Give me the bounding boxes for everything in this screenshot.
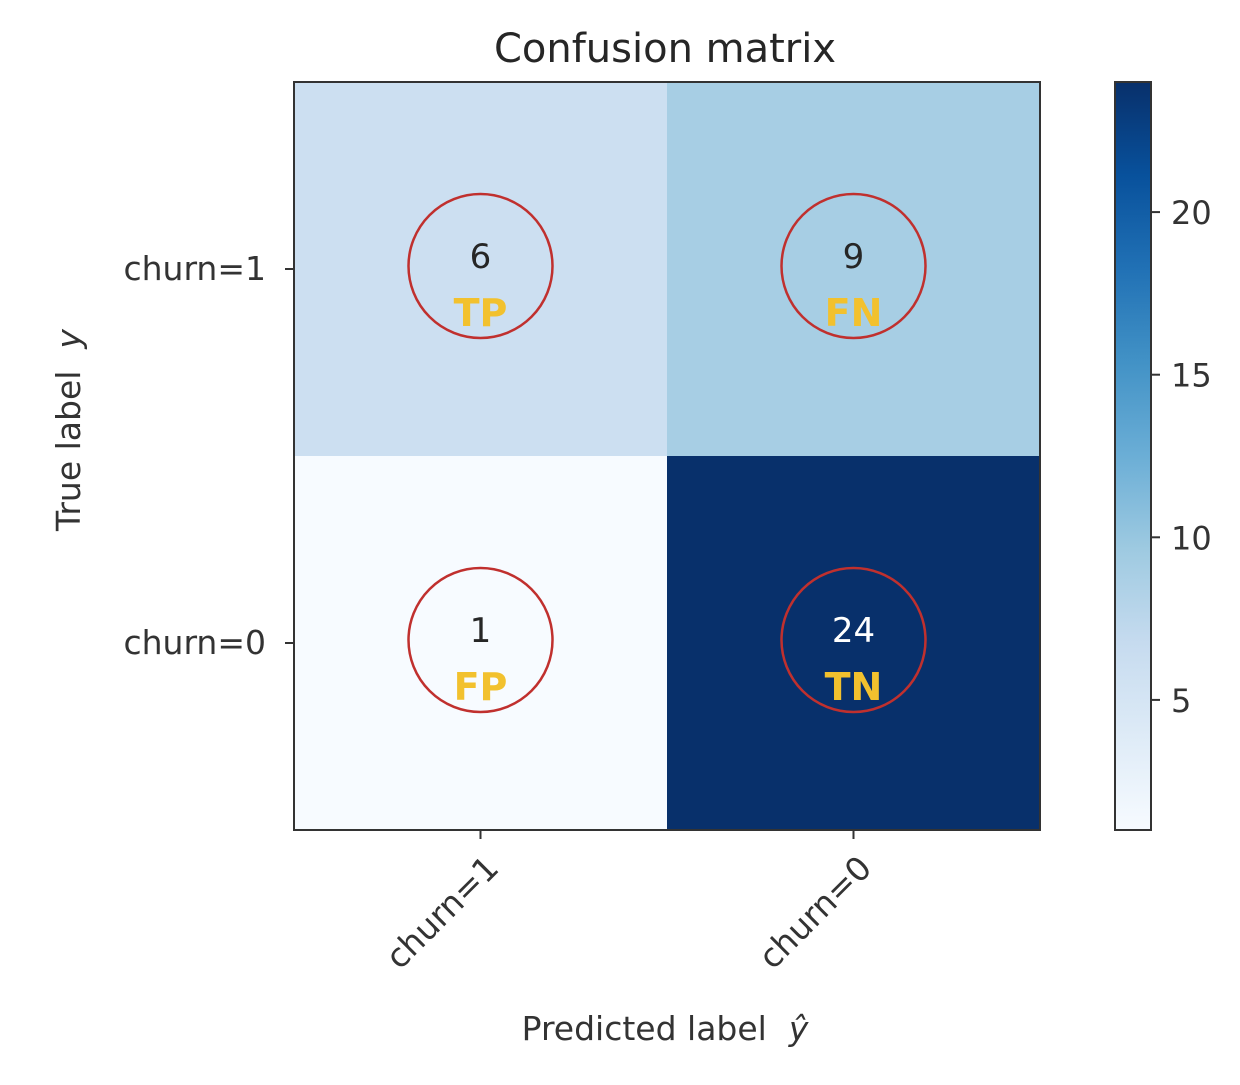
colorbar-tick-label-0: 5 [1171,682,1191,720]
x-axis-ticks: churn=1 churn=0 [378,830,879,976]
x-axis-label: Predicted label ŷ [522,1009,809,1048]
cell-annotation-r0-c1: FN [825,291,883,335]
colorbar-tick-label-3: 20 [1171,194,1212,232]
y-tick-label-0: churn=1 [123,249,266,288]
cell-annotation-r0-c0: TP [454,291,508,335]
annotation-circle-r1-c1 [780,566,927,714]
cell-annotation-r1-c1: TN [825,665,883,709]
colorbar-tick-label-2: 15 [1171,357,1212,395]
cell-value-r0-c1: 9 [843,237,865,277]
x-axis-label-symbol: ŷ [788,1009,809,1048]
y-axis-label: True label y [49,329,88,532]
colorbar [1114,81,1152,831]
heatmap-cells: 6 TP 9 FN 1 FP 24 TN [294,82,1040,830]
y-tick-label-1: churn=0 [123,623,266,662]
plot-frame [293,81,1041,831]
y-axis-ticks: churn=1 churn=0 [123,249,294,662]
cell-value-r0-c0: 6 [470,237,492,277]
colorbar-ticks: 5 10 15 20 [1151,194,1212,720]
annotation-circle-r0-c0 [407,192,554,340]
cell-annotation-r1-c0: FP [454,665,508,709]
cell-value-r1-c0: 1 [470,611,492,651]
heatmap-cell-r0-c0 [294,82,667,456]
heatmap-cell-r1-c0 [294,456,667,830]
x-axis-label-text: Predicted label [522,1009,767,1048]
x-tick-label-0: churn=1 [378,848,506,976]
x-tick-label-1: churn=0 [751,848,879,976]
y-axis-label-text: True label [49,371,88,532]
chart-title: Confusion matrix [494,26,836,72]
heatmap-cell-r1-c1 [667,456,1040,830]
annotation-circle-r1-c0 [407,566,554,714]
heatmap-cell-r0-c1 [667,82,1040,456]
cell-value-r1-c1: 24 [832,611,875,651]
annotation-circle-r0-c1 [780,192,927,340]
colorbar-tick-label-1: 10 [1171,519,1212,557]
y-axis-label-symbol: y [49,329,88,350]
